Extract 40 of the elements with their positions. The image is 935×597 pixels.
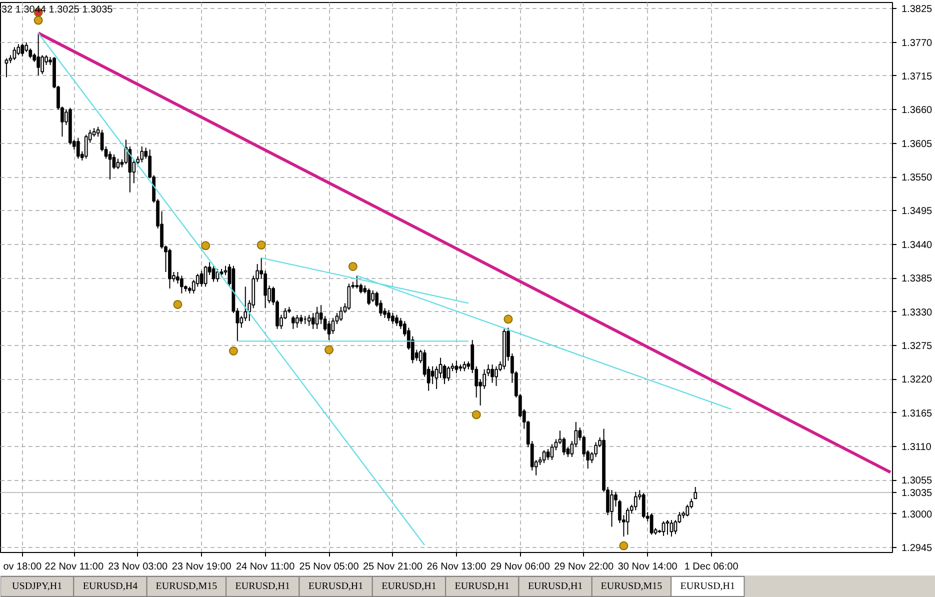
text: EURUSD,H1	[235, 581, 290, 592]
x-tick-label: 29 Nov 22:00	[554, 562, 614, 572]
text: EURUSD,H4	[82, 581, 138, 592]
text: EURUSD,H1	[382, 581, 436, 592]
y-tick-label: 1.3165	[902, 408, 933, 420]
text: EURUSD,H1	[454, 581, 510, 592]
y-tick-label: 1.3275	[902, 340, 933, 352]
x-tick-label: 30 Nov 14:00	[618, 562, 678, 572]
y-tick-label: 1.3605	[902, 138, 933, 150]
x-tick-label: 1 Dec 06:00	[684, 562, 739, 572]
text: USDJPY,H1	[12, 581, 62, 592]
y-tick-label: 1.3330	[902, 307, 933, 318]
text: EURUSD,M15	[600, 581, 662, 592]
x-tick-label: 22 Nov 11:00	[44, 562, 104, 572]
y-tick-label: 1.3660	[902, 105, 933, 116]
x-tick-label: 24 Nov 11:00	[236, 562, 296, 572]
y-tick-label: 1.3055	[902, 476, 933, 487]
y-tick-label: 1.3770	[902, 38, 933, 49]
text: EURUSD,M15	[156, 581, 218, 592]
y-tick-label: 1.3110	[902, 442, 932, 454]
y-tick-label: 1.2945	[902, 543, 933, 554]
y-tick-label: 1.3825	[902, 4, 933, 16]
x-tick-label: 25 Nov 21:00	[362, 562, 423, 572]
x-tick-label: 25 Nov 05:00	[299, 562, 360, 572]
y-tick-label: 1.3550	[902, 172, 933, 184]
text: EURUSD,H1	[528, 581, 583, 592]
x-tick-label: 26 Nov 13:00	[426, 562, 487, 572]
x-tick-label: ov 18:00	[3, 562, 42, 572]
y-tick-label: 1.3440	[902, 240, 933, 251]
y-tick-label: 1.3495	[902, 206, 933, 218]
y-tick-label: 1.3000	[902, 509, 933, 520]
x-tick-label: 23 Nov 19:00	[172, 562, 232, 572]
x-tick-label: 23 Nov 03:00	[108, 562, 168, 572]
y-tick-label: 1.3220	[902, 374, 933, 386]
x-tick-label: 29 Nov 06:00	[490, 562, 550, 572]
y-tick-label: 1.3385	[902, 274, 933, 285]
text: EURUSD,H1	[308, 581, 364, 592]
y-tick-label: 1.3715	[902, 71, 933, 82]
text: EURUSD,H1	[680, 581, 736, 592]
ref-line-label: 1.3035	[902, 488, 933, 499]
